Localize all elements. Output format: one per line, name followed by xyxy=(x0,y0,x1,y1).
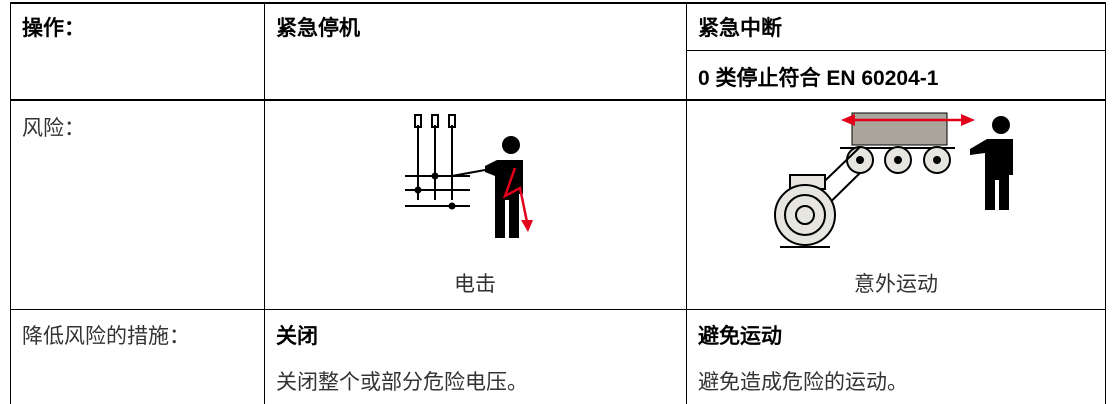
header-cell: 紧急中断 xyxy=(698,17,782,40)
rule xyxy=(1105,2,1106,404)
row-label: 降低风险的措施： xyxy=(22,324,190,348)
rule xyxy=(686,2,687,404)
header-cell: 紧急停机 xyxy=(276,17,360,40)
motion-icon xyxy=(774,112,1013,248)
risk-caption: 电击 xyxy=(454,272,496,296)
rule xyxy=(686,50,1106,51)
risk-caption: 意外运动 xyxy=(854,272,938,296)
rule xyxy=(10,2,1106,4)
rule xyxy=(10,99,1106,101)
header-note: 0 类停止符合 EN 60204-1 xyxy=(698,67,939,90)
measure-title: 避免运动 xyxy=(698,325,782,348)
shock-icon xyxy=(405,114,533,238)
rule xyxy=(10,309,1106,310)
measure-title: 关闭 xyxy=(276,325,318,348)
rule xyxy=(264,2,265,404)
measure-text: 避免造成危险的运动。 xyxy=(698,370,908,394)
rule xyxy=(10,2,11,404)
measure-text: 关闭整个或部分危险电压。 xyxy=(276,370,528,394)
header-cell: 操作： xyxy=(22,17,85,40)
row-label: 风险： xyxy=(22,116,85,140)
